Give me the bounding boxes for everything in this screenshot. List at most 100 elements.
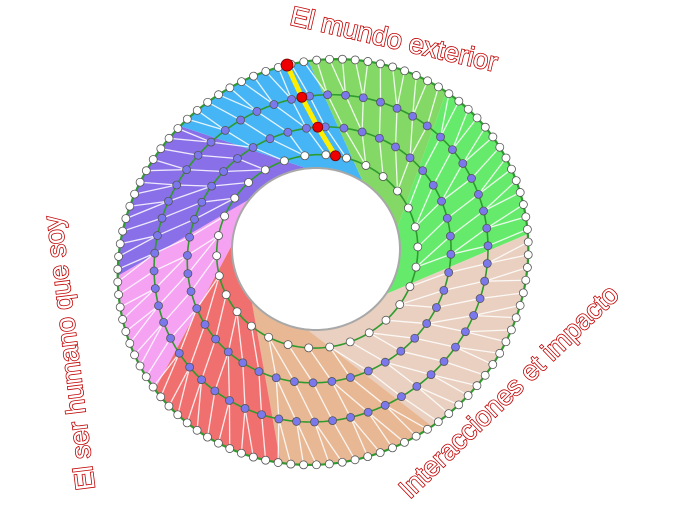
blue-node	[483, 241, 493, 251]
white-node	[118, 315, 127, 324]
blue-node	[328, 416, 337, 426]
white-node	[501, 337, 511, 347]
blue-node	[428, 180, 438, 190]
blue-node	[236, 115, 246, 125]
blue-node	[422, 319, 432, 328]
mesh-line	[426, 86, 440, 127]
mesh-line	[242, 362, 246, 409]
white-node	[521, 275, 531, 285]
mesh-line	[313, 421, 343, 463]
mesh-line	[210, 141, 254, 149]
mesh-line	[487, 254, 529, 265]
blue-node	[283, 127, 293, 137]
mesh-line	[483, 180, 517, 212]
white-node	[148, 382, 158, 392]
blue-node	[219, 167, 228, 176]
mesh-line	[194, 197, 236, 220]
mesh-line	[446, 193, 479, 219]
mesh-line	[153, 254, 188, 272]
white-node	[261, 66, 271, 76]
white-node	[214, 438, 223, 448]
mesh-line	[290, 63, 311, 97]
mesh-line	[186, 168, 224, 173]
mesh-line	[479, 292, 524, 300]
mesh-line	[451, 117, 478, 151]
blue-node	[391, 142, 400, 152]
white-node	[279, 156, 289, 166]
white-node	[523, 250, 533, 260]
mesh-line	[125, 200, 169, 220]
blue-node	[397, 392, 406, 402]
white-node	[212, 251, 222, 261]
blue-node	[308, 378, 318, 388]
blue-node	[358, 93, 368, 103]
mesh-line	[367, 411, 405, 443]
white-node	[236, 448, 246, 458]
white-node	[113, 264, 123, 274]
mesh-line	[430, 374, 469, 397]
white-node	[523, 237, 533, 247]
blue-node	[302, 123, 311, 133]
mesh-line	[316, 59, 329, 95]
white-node	[220, 211, 229, 221]
mesh-line	[303, 61, 329, 96]
white-node	[515, 188, 525, 197]
blue-node	[426, 370, 436, 379]
white-node	[521, 212, 531, 222]
mesh-line	[415, 235, 451, 268]
mesh-line	[439, 100, 460, 138]
white-node	[260, 165, 270, 175]
mesh-line	[414, 200, 442, 228]
mesh-line	[378, 102, 382, 139]
mesh-line	[207, 101, 241, 121]
mesh-line	[277, 67, 293, 100]
white-node	[299, 460, 308, 470]
blue-node	[150, 248, 160, 258]
white-node	[130, 350, 139, 360]
white-node	[472, 113, 482, 123]
mesh-line	[146, 168, 187, 172]
blue-node	[207, 181, 217, 191]
white-node	[507, 164, 516, 174]
white-node	[182, 114, 192, 124]
white-node	[423, 424, 432, 434]
blue-node	[446, 249, 456, 259]
mesh-line	[252, 75, 275, 105]
white-node	[433, 417, 443, 427]
white-node	[164, 401, 174, 411]
white-node	[156, 144, 166, 154]
blue-node	[357, 127, 367, 137]
blue-node	[185, 232, 195, 242]
blue-node	[271, 373, 281, 383]
blue-node	[422, 121, 432, 131]
mesh-line	[432, 149, 454, 186]
white-node	[388, 62, 398, 72]
mesh-line	[260, 414, 267, 461]
white-node	[135, 361, 145, 371]
mesh-line	[417, 217, 448, 248]
blue-node	[252, 107, 262, 116]
mesh-line	[134, 184, 177, 195]
blue-node	[274, 414, 284, 424]
mesh-line	[153, 158, 187, 171]
white-node	[511, 176, 521, 186]
mesh-line	[349, 417, 369, 457]
highlight-node	[280, 58, 294, 72]
mesh-line	[308, 347, 333, 382]
mesh-line	[187, 235, 219, 275]
blue-node	[240, 404, 250, 413]
white-node	[173, 410, 183, 420]
mesh-line	[223, 169, 266, 173]
white-node	[519, 200, 528, 209]
mesh-line	[343, 127, 367, 166]
white-node	[192, 105, 202, 115]
mesh-line	[140, 181, 177, 186]
white-node	[361, 161, 371, 170]
white-node	[214, 90, 223, 100]
mesh-line	[394, 108, 398, 147]
white-node	[192, 425, 202, 435]
mesh-line	[441, 177, 472, 202]
mesh-line	[478, 168, 512, 195]
mesh-line	[190, 255, 218, 292]
blue-node	[310, 417, 319, 427]
